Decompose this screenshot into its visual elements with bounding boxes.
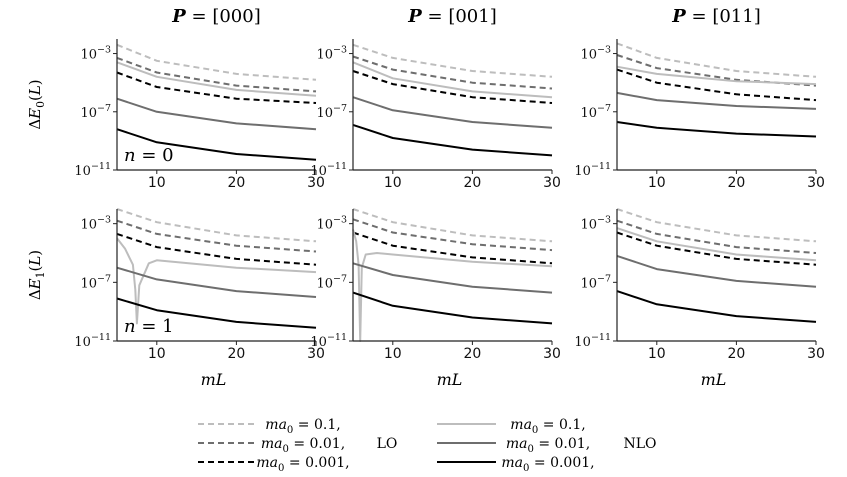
- series-line-NLO_0.001: [116, 128, 317, 161]
- series-line-LO_0.001: [352, 231, 553, 265]
- series-line-NLO_0.1: [116, 61, 317, 97]
- series-line-NLO_0.01: [616, 254, 817, 288]
- panel-title: P = [001]: [407, 6, 496, 27]
- y-tick-label: 10−7: [80, 103, 111, 121]
- series-line-NLO_0.1: [352, 61, 553, 99]
- y-tick-label: 10−7: [316, 273, 347, 291]
- x-tick-label: 10: [384, 346, 402, 362]
- legend-label: ma0 = 0.001,: [256, 455, 349, 474]
- legend: ma0 = 0.1,ma0 = 0.01,ma0 = 0.001,ma0 = 0…: [198, 417, 657, 474]
- series-line-LO_0.01: [352, 218, 553, 252]
- panel-r1-c0: 10 20 30 10−11 10−7 10−3 n = 1: [74, 208, 325, 362]
- y-tick-label: 10−11: [574, 332, 611, 350]
- series-line-NLO_0.001: [616, 290, 817, 323]
- y-tick-label: 10−7: [80, 273, 111, 291]
- series-line-NLO_0.1: [616, 227, 817, 262]
- panel-title: P = [011]: [671, 6, 760, 27]
- y-tick-label: 10−11: [310, 332, 347, 350]
- y-tick-label: 10−3: [316, 45, 347, 63]
- y-tick-label: 10−3: [80, 45, 111, 63]
- series-line-NLO_0.01: [352, 96, 553, 129]
- x-tick-label: 30: [307, 346, 325, 362]
- legend-label: ma0 = 0.01,: [506, 436, 590, 455]
- legend-label: ma0 = 0.001,: [501, 455, 594, 474]
- y-axis-label: ΔE0(L): [26, 79, 47, 129]
- series-line-LO_0.001: [352, 70, 553, 104]
- x-tick-label: 30: [543, 175, 561, 191]
- y-tick-label: 10−11: [74, 332, 111, 350]
- series-line-NLO_0.01: [116, 266, 317, 298]
- y-tick-label: 10−7: [580, 103, 611, 121]
- x-tick-label: 20: [227, 346, 245, 362]
- y-tick-label: 10−11: [310, 161, 347, 179]
- series-line-LO_0.001: [116, 232, 317, 266]
- series-line-LO_0.01: [616, 219, 817, 254]
- y-tick-label: 10−7: [316, 103, 347, 121]
- y-tick-label: 10−11: [74, 161, 111, 179]
- panel-r0-c2: 10 20 30 10−11 10−7 10−3: [574, 39, 825, 191]
- x-axis-label: mL: [201, 370, 227, 389]
- panel-title: P = [000]: [171, 6, 260, 27]
- y-tick-label: 10−3: [80, 215, 111, 233]
- series-line-LO_0.1: [352, 43, 553, 78]
- series-line-NLO_0.01: [116, 97, 317, 131]
- x-axis-label: mL: [437, 370, 463, 389]
- series-line-NLO_0.001: [352, 291, 553, 325]
- x-tick-label: 20: [727, 346, 745, 362]
- n-annotation: n = 1: [124, 316, 174, 337]
- x-tick-label: 10: [648, 175, 666, 191]
- legend-label: ma0 = 0.1,: [510, 417, 585, 436]
- legend-label: ma0 = 0.1,: [265, 417, 340, 436]
- x-axis-label: mL: [701, 370, 727, 389]
- series-line-LO_0.001: [116, 71, 317, 104]
- series-line-LO_0.1: [616, 42, 817, 78]
- x-tick-label: 20: [727, 175, 745, 191]
- x-tick-label: 30: [307, 175, 325, 191]
- series-line-LO_0.01: [116, 56, 317, 93]
- y-tick-label: 10−3: [580, 45, 611, 63]
- legend-group-label-nlo: NLO: [623, 436, 656, 452]
- panel-r0-c0: 10 20 30 10−11 10−7 10−3 n = 0: [74, 39, 325, 191]
- y-tick-label: 10−7: [580, 273, 611, 291]
- series-line-LO_0.1: [616, 208, 817, 243]
- series-line-LO_0.1: [116, 208, 317, 243]
- legend-label: ma0 = 0.01,: [261, 436, 345, 455]
- series-line-LO_0.01: [352, 55, 553, 90]
- y-tick-label: 10−3: [316, 215, 347, 233]
- x-tick-label: 20: [227, 175, 245, 191]
- series-line-LO_0.001: [616, 68, 817, 102]
- series-line-NLO_0.01: [352, 262, 553, 294]
- series-line-LO_0.1: [352, 208, 553, 243]
- series-line-NLO_0.1: [352, 229, 553, 342]
- panel-r1-c2: 10 20 30 10−11 10−7 10−3: [574, 208, 825, 362]
- series-line-NLO_0.001: [616, 121, 817, 138]
- x-tick-label: 20: [463, 346, 481, 362]
- x-tick-label: 10: [648, 346, 666, 362]
- series-line-LO_0.01: [616, 54, 817, 87]
- x-tick-label: 10: [148, 346, 166, 362]
- n-annotation: n = 0: [124, 145, 174, 166]
- x-tick-label: 30: [807, 175, 825, 191]
- x-tick-label: 10: [384, 175, 402, 191]
- x-tick-label: 30: [807, 346, 825, 362]
- y-tick-label: 10−3: [580, 215, 611, 233]
- x-tick-label: 10: [148, 175, 166, 191]
- legend-group-label-lo: LO: [377, 436, 398, 452]
- y-tick-label: 10−11: [574, 161, 611, 179]
- series-line-LO_0.1: [116, 43, 317, 81]
- series-line-NLO_0.001: [352, 123, 553, 157]
- series-line-LO_0.001: [616, 231, 817, 266]
- series-line-LO_0.01: [116, 219, 317, 253]
- y-axis-label: ΔE1(L): [26, 250, 47, 300]
- series-line-NLO_0.001: [116, 297, 317, 329]
- x-tick-label: 20: [463, 175, 481, 191]
- series-line-NLO_0.1: [616, 65, 817, 86]
- series-line-NLO_0.1: [116, 237, 317, 325]
- x-tick-label: 30: [543, 346, 561, 362]
- series-line-NLO_0.01: [616, 91, 817, 110]
